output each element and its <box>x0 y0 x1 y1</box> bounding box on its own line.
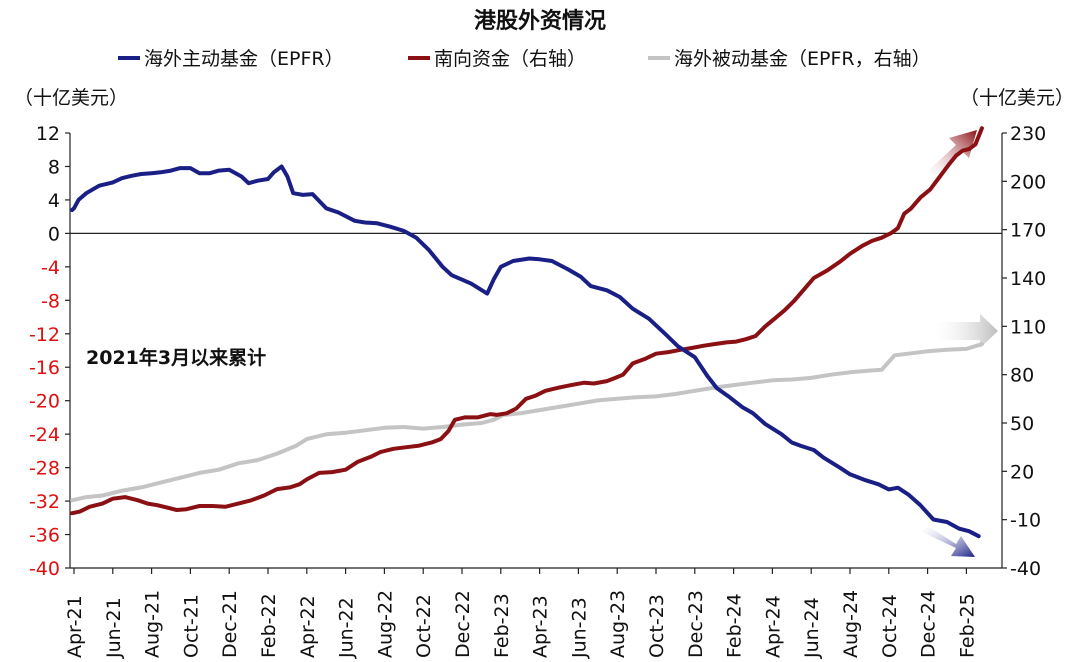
x-tick-label: Aug-24 <box>840 590 862 658</box>
x-tick-labels: Apr-21 Jun-21 Aug-21 Oct-21 Dec-21 Feb-22 Apr-… <box>64 590 978 659</box>
left-y-tick-label: -24 <box>29 424 60 446</box>
x-tick-label: Oct-22 <box>413 594 435 658</box>
series-line-active <box>70 164 981 539</box>
left-y-tick-label: 12 <box>36 123 60 145</box>
series-lines <box>70 126 984 539</box>
x-tick-label: Aug-22 <box>374 590 396 658</box>
left-y-tick-label: 4 <box>48 190 60 212</box>
left-y-tick-label: 0 <box>48 223 60 245</box>
x-tick-label: Dec-22 <box>452 590 474 658</box>
up-arrow-icon <box>928 130 977 177</box>
x-tick-label: Feb-22 <box>258 593 280 658</box>
x-tick-label: Oct-24 <box>879 594 901 658</box>
axes <box>65 132 1007 574</box>
right-y-tick-label: 140 <box>1010 268 1046 290</box>
left-y-tick-label: -28 <box>29 458 60 480</box>
left-y-tick-label: -36 <box>29 525 60 547</box>
left-y-tick-label: 8 <box>48 156 60 178</box>
x-tick-label: Jun-22 <box>336 597 358 659</box>
left-y-tick-label: -40 <box>29 558 60 580</box>
x-tick-label: Apr-24 <box>762 595 784 658</box>
x-tick-label: Apr-23 <box>530 595 552 658</box>
left-y-tick-label: -20 <box>29 391 60 413</box>
left-y-tick-label: -8 <box>41 290 60 312</box>
left-y-tick-label: -12 <box>29 324 60 346</box>
left-y-tick-label: -16 <box>29 357 60 379</box>
right-y-tick-label: 170 <box>1010 220 1046 242</box>
left-axis-unit: （十亿美元） <box>14 87 128 109</box>
right-y-tick-label: 200 <box>1010 171 1046 193</box>
x-tick-label: Feb-24 <box>724 593 746 658</box>
right-y-tick-label: 230 <box>1010 123 1046 145</box>
right-y-tick-label: -10 <box>1010 510 1041 532</box>
series-line-passive <box>70 342 984 503</box>
x-tick-label: Apr-21 <box>64 595 86 658</box>
left-y-tick-labels: 12 8 4 0 -4 -8 -12 -16 -20 -24 -28 -32 -36 -40 <box>29 123 60 580</box>
right-y-tick-label: 80 <box>1010 365 1034 387</box>
x-tick-label: Jun-24 <box>801 597 823 659</box>
right-arrow-icon <box>934 314 998 348</box>
x-tick-label: Dec-24 <box>918 590 940 658</box>
chart-annotation: 2021年3月以来累计 <box>86 346 266 369</box>
right-y-tick-labels: 230 200 170 140 110 80 50 20 -10 -40 <box>1010 123 1046 580</box>
down-arrow-icon <box>922 526 975 557</box>
x-tick-label: Dec-23 <box>685 590 707 658</box>
series-line-southbound <box>70 126 984 516</box>
x-tick-label: Oct-21 <box>180 594 202 658</box>
right-axis-unit: （十亿美元） <box>960 87 1074 109</box>
x-tick-label: Apr-22 <box>297 595 319 658</box>
x-tick-label: Oct-23 <box>646 594 668 658</box>
right-y-tick-label: 110 <box>1010 316 1046 338</box>
right-y-tick-label: -40 <box>1010 558 1041 580</box>
legend-label-active: 海外主动基金（EPFR） <box>144 48 344 70</box>
chart-title: 港股外资情况 <box>474 8 606 34</box>
left-y-tick-label: -4 <box>41 257 60 279</box>
trend-arrows <box>922 130 998 557</box>
right-y-tick-label: 50 <box>1010 413 1034 435</box>
left-y-tick-label: -32 <box>29 491 60 513</box>
x-tick-label: Feb-23 <box>491 593 513 658</box>
x-tick-label: Jun-23 <box>568 597 590 659</box>
x-tick-label: Aug-23 <box>607 590 629 658</box>
legend-label-southbound: 南向资金（右轴） <box>434 48 586 70</box>
x-tick-label: Jun-21 <box>103 597 125 659</box>
x-tick-label: Aug-21 <box>142 590 164 658</box>
right-y-tick-label: 20 <box>1010 461 1034 483</box>
legend-label-passive: 海外被动基金（EPFR，右轴） <box>674 48 931 70</box>
legend: 海外主动基金（EPFR） 南向资金（右轴） 海外被动基金（EPFR，右轴） <box>118 48 931 70</box>
x-tick-label: Dec-21 <box>219 590 241 658</box>
x-tick-label: Feb-25 <box>956 593 978 658</box>
